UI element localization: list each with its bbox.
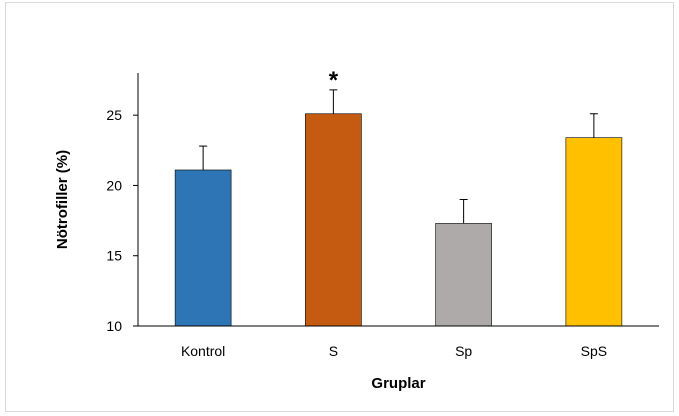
bar-s — [305, 113, 362, 327]
y-axis-title: Nötrofiller (%) — [54, 150, 71, 249]
x-tick-label: SpS — [581, 343, 607, 359]
y-tick-label: 10 — [106, 318, 122, 334]
bar-sps — [565, 137, 623, 327]
x-tick-label: S — [329, 343, 338, 359]
y-axis-ticks: 10 15 20 25 — [106, 107, 138, 334]
x-axis-tick-labels: Kontrol S Sp SpS — [181, 343, 607, 359]
bar-sp — [435, 223, 492, 327]
x-axis-title: Gruplar — [371, 375, 425, 392]
bar-kontrol — [174, 169, 232, 327]
y-tick-label: 20 — [106, 177, 122, 193]
y-tick-label: 25 — [106, 107, 122, 123]
x-tick-label: Sp — [455, 343, 472, 359]
significance-marker: * — [329, 67, 339, 94]
x-tick-label: Kontrol — [181, 343, 225, 359]
bars — [174, 113, 623, 327]
y-tick-label: 15 — [106, 248, 122, 264]
error-bars — [199, 89, 598, 224]
annotations: * — [329, 67, 339, 94]
